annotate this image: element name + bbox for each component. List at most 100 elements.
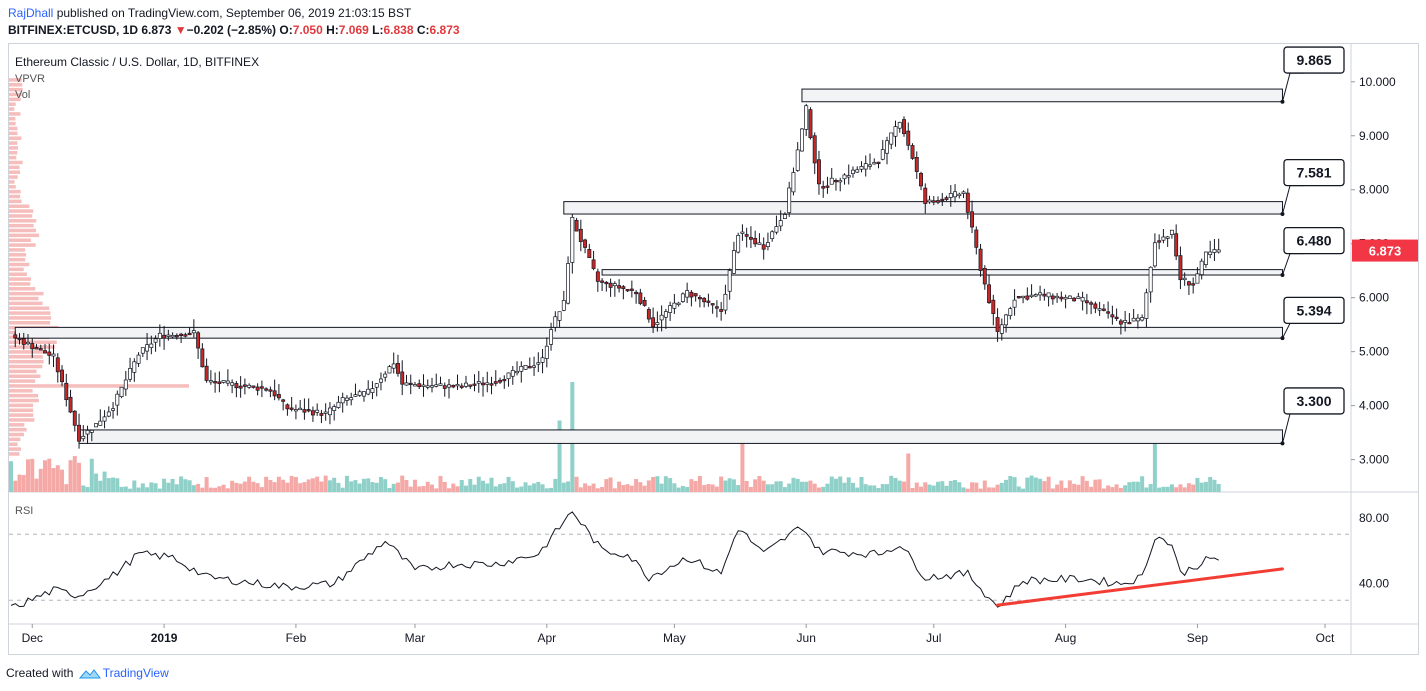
volume-bar	[1042, 481, 1047, 492]
candle-body	[1169, 229, 1174, 235]
candle-body	[897, 122, 902, 129]
tradingview-brand[interactable]: TradingView	[102, 666, 169, 680]
volume-bar	[1182, 487, 1187, 492]
volume-bar	[94, 473, 99, 492]
volume-bar	[885, 484, 889, 492]
candle-body	[706, 300, 711, 303]
candle-body	[621, 286, 626, 290]
vpvr-bar	[9, 296, 39, 301]
candle-body	[1165, 236, 1170, 239]
volume-bar	[38, 468, 43, 492]
callout-box	[1283, 158, 1345, 187]
volume-bar	[549, 487, 554, 492]
candle-body	[1208, 251, 1213, 256]
candle-body	[689, 291, 694, 298]
symbol-label: BITFINEX:ETCUSD, 1D	[8, 23, 139, 37]
volume-bar	[1208, 476, 1213, 492]
volume-bar	[395, 482, 400, 492]
candle-body	[1029, 294, 1034, 298]
vpvr-bar	[9, 117, 16, 121]
candle-body	[255, 386, 260, 391]
candle-body	[829, 177, 834, 185]
candle-body	[47, 351, 52, 356]
volume-bar	[425, 481, 430, 492]
level-callout: 7.581	[1281, 158, 1345, 215]
vpvr-bar	[9, 267, 24, 272]
candle-body	[1157, 240, 1162, 243]
open-value: 7.050	[292, 23, 323, 37]
volume-bar	[366, 478, 371, 492]
candle-body	[1182, 277, 1187, 281]
vpvr-bar	[9, 243, 36, 247]
candle-body	[196, 332, 201, 349]
vpvr-bar	[9, 92, 22, 97]
vpvr-bar	[9, 126, 18, 131]
volume-bar	[64, 484, 69, 492]
candle-body	[1046, 292, 1051, 298]
volume-bar	[787, 483, 792, 492]
volume-bar	[923, 482, 928, 492]
volume-bar	[1016, 486, 1021, 492]
volume-bar	[1093, 479, 1098, 492]
chart-container[interactable]: 9.865 7.581 6.480 5.394 3.300 3.000 4.000 5.000…	[8, 43, 1419, 655]
candle-body	[625, 289, 630, 292]
volume-bar	[940, 481, 945, 492]
vpvr-bar	[9, 374, 41, 378]
volume-bar	[493, 486, 498, 492]
volume-bar	[646, 480, 651, 492]
volume-bar	[697, 475, 702, 492]
volume-bar	[506, 476, 511, 492]
candle-body	[98, 420, 103, 426]
volume-bar	[81, 485, 86, 492]
last-price: 6.873	[141, 23, 172, 37]
candle-body	[1186, 281, 1191, 286]
volume-bar	[140, 483, 145, 492]
vpvr-bar	[9, 287, 36, 291]
volume-bar	[910, 488, 915, 492]
volume-bar	[1178, 484, 1183, 492]
candle-body	[128, 368, 133, 380]
volume-bar	[1216, 483, 1221, 492]
vpvr-bar	[9, 321, 51, 325]
candle-body	[1118, 320, 1123, 325]
candle-body	[1161, 236, 1166, 241]
volume-bar	[374, 482, 379, 492]
volume-bar	[183, 479, 188, 492]
candle-body	[570, 216, 575, 263]
volume-bar	[638, 482, 643, 492]
candle-body	[1055, 295, 1060, 299]
vpvr-bar	[9, 112, 21, 116]
candle-body	[238, 385, 243, 389]
candle-body	[302, 409, 307, 413]
volume-bar	[170, 478, 175, 492]
volume-bar	[230, 480, 235, 492]
candle-body	[697, 297, 702, 300]
vpvr-bar	[9, 223, 34, 228]
price-chart[interactable]: 9.865 7.581 6.480 5.394 3.300 3.000 4.000 5.000…	[9, 44, 1418, 654]
volume-bar	[757, 476, 762, 492]
publisher-name[interactable]: RajDhall	[8, 6, 54, 20]
footer: Created with TradingView	[6, 666, 169, 680]
volume-bar	[285, 482, 290, 492]
volume-bar	[251, 481, 256, 492]
candle-body	[761, 244, 766, 250]
candle-body	[859, 166, 864, 170]
candle-body	[455, 383, 460, 387]
volume-bar	[136, 487, 141, 492]
price-tick-label: 3.000	[1359, 453, 1389, 467]
candle-body	[421, 384, 426, 387]
volume-bar	[600, 487, 605, 492]
volume-bar	[1012, 477, 1017, 492]
candle-body	[64, 382, 69, 401]
callout-pointer	[1282, 322, 1304, 339]
volume-bar	[1212, 479, 1217, 492]
candle-body	[876, 161, 881, 164]
volume-bar	[867, 485, 872, 492]
candle-body	[1042, 293, 1047, 297]
vpvr-bar	[9, 340, 57, 344]
candle-body	[778, 220, 783, 227]
level-label: 6.480	[1296, 233, 1331, 249]
low-value: 6.838	[383, 23, 414, 37]
candle-body	[1076, 296, 1081, 299]
candle-body	[200, 348, 205, 368]
